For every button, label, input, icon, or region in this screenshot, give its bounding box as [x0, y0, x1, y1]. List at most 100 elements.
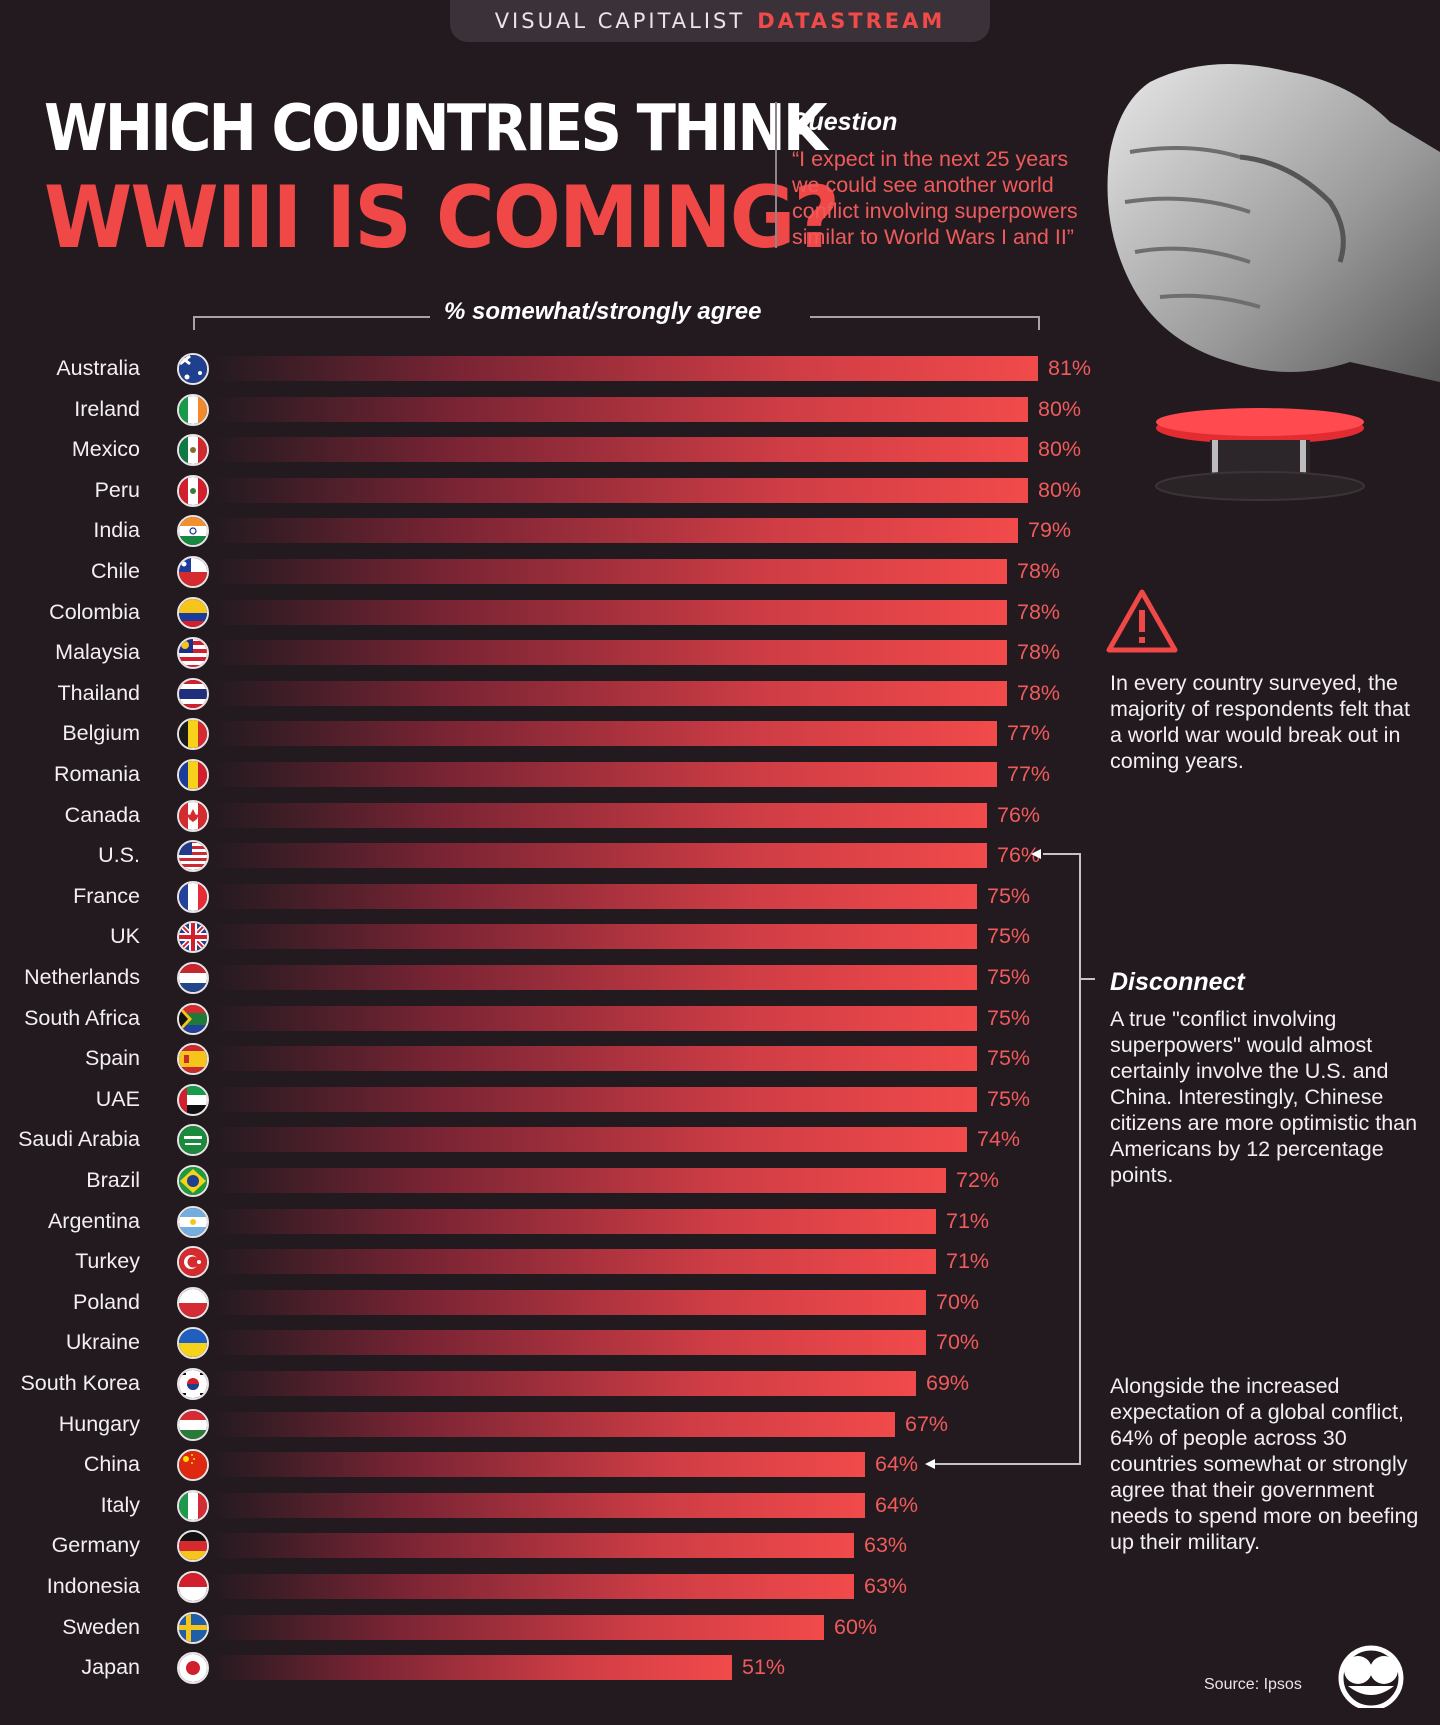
- bar: [212, 1249, 936, 1275]
- bar: [212, 721, 997, 747]
- country-label: Peru: [94, 477, 140, 502]
- bar-row: France 75%: [0, 877, 1100, 918]
- question-label: Question: [789, 108, 898, 136]
- bar-value-label: 76%: [997, 802, 1041, 827]
- bar-value-label: 80%: [1038, 396, 1082, 421]
- china-flag: [177, 1449, 209, 1482]
- country-label: Ireland: [74, 396, 140, 421]
- bar-row: Thailand 78%: [0, 674, 1100, 715]
- bar-row: Indonesia 63%: [0, 1567, 1100, 1608]
- country-label: China: [83, 1452, 140, 1477]
- disconnect-title: Disconnect: [1110, 968, 1245, 996]
- bar: [212, 1533, 854, 1559]
- bar-row: Argentina 71%: [0, 1202, 1100, 1243]
- bar-value-label: 75%: [987, 1086, 1031, 1111]
- bar-row: Australia 81%: [0, 349, 1100, 390]
- saudi-arabia-flag: [177, 1124, 209, 1157]
- bar-row: Ireland 80%: [0, 390, 1100, 431]
- bar-value-label: 71%: [946, 1208, 990, 1233]
- country-label: Belgium: [62, 721, 140, 746]
- bar: [212, 680, 1007, 706]
- source-note: Source: Ipsos: [1204, 1676, 1302, 1693]
- bar-row: Brazil 72%: [0, 1161, 1100, 1202]
- bar-row: Japan 51%: [0, 1648, 1100, 1689]
- bar-value-label: 51%: [742, 1655, 786, 1680]
- bar-value-label: 70%: [936, 1289, 980, 1314]
- bar-row: Ukraine 70%: [0, 1323, 1100, 1364]
- country-label: South Korea: [20, 1371, 140, 1395]
- malaysia-flag: [177, 637, 209, 670]
- bar-value-label: 76%: [997, 843, 1041, 868]
- bar: [212, 1127, 967, 1153]
- hungary-flag: [177, 1408, 209, 1441]
- bar: [212, 1574, 854, 1599]
- bar: [212, 1208, 936, 1234]
- bar-row: Malaysia 78%: [0, 633, 1100, 674]
- mexico-flag: [177, 434, 209, 467]
- bar: [212, 1289, 926, 1315]
- spain-flag: [177, 1043, 209, 1076]
- us-flag: [177, 840, 209, 873]
- italy-flag: [177, 1489, 209, 1522]
- bar-row: Germany 63%: [0, 1526, 1100, 1567]
- bar: [212, 437, 1028, 463]
- canada-flag: [177, 799, 209, 832]
- axis-bracket-left: [193, 316, 430, 330]
- country-label: Spain: [85, 1046, 140, 1071]
- bar-value-label: 63%: [864, 1574, 908, 1598]
- note-disconnect: A true "conflict involving superpowers" …: [1110, 1007, 1418, 1187]
- country-label: U.S.: [98, 843, 140, 868]
- bar: [212, 1411, 895, 1437]
- argentina-flag: [177, 1205, 209, 1238]
- red-button-illustration: [1155, 408, 1365, 501]
- bar: [212, 1168, 946, 1193]
- bar: [212, 559, 1007, 584]
- bar: [212, 518, 1018, 544]
- bar-row: Romania 77%: [0, 755, 1100, 796]
- bar-value-label: 71%: [946, 1249, 990, 1274]
- bar: [212, 640, 1007, 666]
- bar-value-label: 77%: [1007, 762, 1051, 786]
- country-label: Chile: [91, 559, 140, 583]
- bar: [212, 802, 987, 828]
- question-divider: [775, 102, 777, 248]
- visual-capitalist-logo: [1338, 1645, 1404, 1708]
- warning-icon: [1106, 589, 1178, 653]
- belgium-flag: [177, 718, 209, 751]
- india-flag: [177, 515, 209, 548]
- country-label: Brazil: [86, 1168, 140, 1192]
- question-text: “I expect in the next 25 years we could …: [792, 147, 1078, 249]
- bar: [212, 356, 1038, 381]
- bar-row: South Korea 69%: [0, 1364, 1100, 1405]
- bar: [212, 883, 977, 909]
- romania-flag: [177, 759, 209, 791]
- bar: [212, 1371, 916, 1396]
- country-label: Australia: [56, 356, 140, 380]
- country-label: UAE: [95, 1086, 140, 1111]
- bar-row: Mexico 80%: [0, 430, 1100, 471]
- bar-value-label: 69%: [926, 1371, 970, 1395]
- title-line-2: WWIII IS COMING?: [44, 168, 840, 268]
- country-label: UK: [110, 924, 140, 949]
- bar-value-label: 64%: [875, 1452, 919, 1477]
- bar-row: Turkey 71%: [0, 1242, 1100, 1283]
- bar-row: U.S. 76%: [0, 836, 1100, 877]
- bar: [212, 1005, 977, 1031]
- bar: [212, 1655, 732, 1681]
- bar-row: Italy 64%: [0, 1486, 1100, 1527]
- bar-row: Saudi Arabia 74%: [0, 1120, 1100, 1161]
- ukraine-flag: [177, 1327, 209, 1360]
- country-label: Colombia: [49, 599, 140, 624]
- bar: [212, 1452, 865, 1478]
- bar: [212, 1046, 977, 1072]
- bar-value-label: 81%: [1048, 356, 1092, 380]
- note-majority: In every country surveyed, the majority …: [1110, 671, 1410, 773]
- bar-row: Peru 80%: [0, 471, 1100, 512]
- netherlands-flag: [177, 962, 209, 994]
- peru-flag: [177, 474, 209, 507]
- bar-row: UK 75%: [0, 917, 1100, 958]
- turkey-flag: [177, 1246, 209, 1279]
- bar-row: Belgium 77%: [0, 714, 1100, 755]
- bar-value-label: 78%: [1017, 599, 1061, 624]
- bar-row: Spain 75%: [0, 1039, 1100, 1080]
